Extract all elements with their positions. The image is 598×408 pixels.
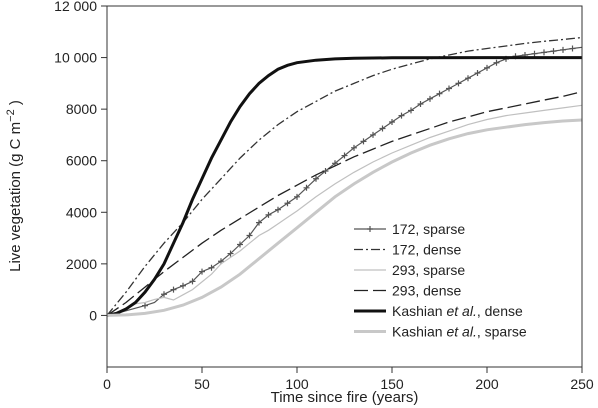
x-tick-label: 0 (103, 376, 111, 392)
series-marker (389, 119, 395, 126)
y-tick-label: 8000 (66, 101, 97, 117)
plot-frame (106, 5, 583, 368)
series-marker (170, 286, 177, 293)
series-marker (427, 95, 433, 102)
x-tick-label: 100 (285, 376, 309, 392)
series-line-293-dense (106, 90, 583, 316)
series-marker (161, 291, 167, 298)
y-tick-label: 6000 (66, 153, 97, 169)
series-marker (436, 90, 443, 97)
legend-label-293-sparse: 293, sparse (392, 262, 465, 278)
series-marker (398, 112, 405, 119)
series-marker (531, 50, 538, 57)
series-line-kashian-et-al-dense (106, 56, 582, 317)
series-marker (370, 131, 376, 138)
x-tick-label: 250 (570, 376, 594, 392)
series-line-kashian-et-al-sparse (106, 118, 583, 317)
series-marker (294, 193, 300, 200)
series-marker (142, 302, 148, 309)
legend: 172, sparse 172, dense 293, sparse 293, den… (354, 221, 527, 340)
series-marker (474, 70, 481, 77)
series-marker (484, 64, 490, 71)
series-marker (569, 45, 576, 52)
series-marker (446, 85, 452, 92)
series-marker (208, 264, 215, 271)
series-marker (465, 75, 471, 82)
series-marker (341, 152, 348, 159)
series-marker (560, 46, 566, 53)
series-marker (360, 138, 367, 145)
series-marker (303, 184, 310, 191)
legend-label-172-dense: 172, dense (392, 242, 461, 258)
series-marker (256, 219, 262, 226)
y-axis-title-exponent: −2 (5, 109, 17, 122)
series-marker (246, 232, 253, 239)
series-line-172-dense (106, 36, 583, 316)
y-axis-title: Live vegetation (g C m−2 ) (5, 100, 24, 272)
series-marker (313, 175, 319, 182)
x-tick-label: 200 (475, 376, 499, 392)
x-tick-label: 50 (194, 376, 210, 392)
y-tick-label: 0 (89, 307, 97, 323)
tick-labels-group: 0 50 100 150 200 250 0 2000 4000 6000 8000 10 000 12… (54, 0, 594, 392)
plot-series-group (106, 36, 583, 317)
series-marker (199, 268, 205, 275)
series-marker (275, 206, 281, 213)
y-tick-label: 12 000 (54, 0, 97, 14)
legend-label-172-sparse: 172, sparse (392, 221, 465, 237)
series-marker (408, 107, 414, 114)
series-marker (265, 211, 272, 218)
x-axis-title: Time since fire (years) (271, 389, 419, 406)
series-marker (180, 282, 186, 289)
series-line-172-sparse (106, 46, 583, 316)
x-tick-label: 150 (380, 376, 404, 392)
y-axis-title-close: ) (7, 100, 24, 109)
series-marker (493, 59, 500, 66)
series-marker (455, 80, 462, 87)
series-marker (541, 49, 547, 56)
series-marker (237, 241, 243, 248)
series-marker (351, 144, 357, 151)
series-marker (284, 200, 291, 207)
y-tick-label: 10 000 (54, 50, 97, 66)
legend-label-293-dense: 293, dense (392, 283, 461, 299)
legend-label-kashian-et-al-sparse: Kashian et al., sparse (392, 324, 527, 340)
series-marker (417, 100, 424, 107)
series-marker (379, 125, 386, 132)
series-marker (227, 250, 234, 257)
y-tick-label: 4000 (66, 204, 97, 220)
y-tick-label: 2000 (66, 256, 97, 272)
legend-marker (367, 226, 373, 232)
series-marker (189, 278, 196, 285)
series-marker (550, 48, 557, 55)
axis-ticks-group (101, 5, 583, 373)
y-axis-title-main: Live vegetation (g C m (7, 122, 24, 272)
series-line-293-sparse (106, 104, 583, 316)
legend-label-kashian-et-al-dense: Kashian et al., dense (392, 303, 523, 319)
